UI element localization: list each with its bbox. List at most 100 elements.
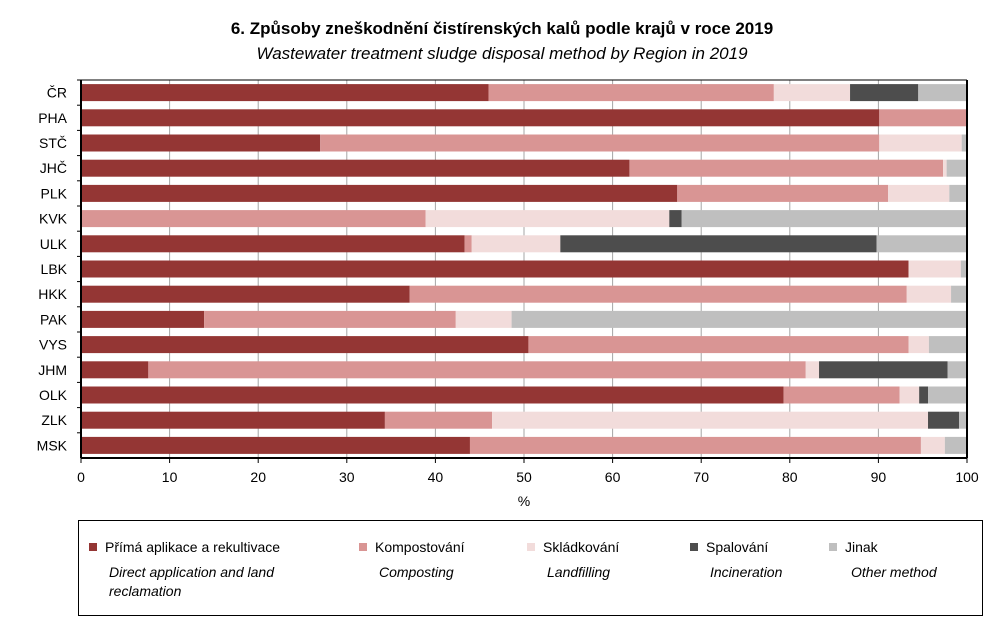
bar-MSK-0 bbox=[81, 436, 470, 454]
bar-VYS-1 bbox=[528, 336, 909, 354]
bar-ČR-2 bbox=[773, 84, 851, 102]
legend-swatch bbox=[359, 543, 367, 551]
legend-swatch bbox=[527, 543, 535, 551]
legend-swatch bbox=[690, 543, 698, 551]
y-tick-label: MSK bbox=[37, 437, 68, 453]
bar-ULK-4 bbox=[876, 235, 967, 253]
y-tick-label: ULK bbox=[40, 236, 68, 252]
x-tick-label: 70 bbox=[693, 469, 709, 485]
bar-PHA-0 bbox=[81, 109, 880, 127]
bar-JHČ-4 bbox=[946, 159, 967, 177]
y-tick-label: PAK bbox=[40, 311, 68, 327]
y-tick-label: ZLK bbox=[41, 412, 67, 428]
legend-item: Spalování bbox=[690, 539, 768, 555]
x-tick-label: 20 bbox=[250, 469, 266, 485]
bar-HKK-4 bbox=[951, 285, 967, 303]
bar-HKK-2 bbox=[906, 285, 952, 303]
bar-ZLK-0 bbox=[81, 411, 385, 429]
bar-OLK-0 bbox=[81, 386, 784, 404]
legend-label-en: Composting bbox=[379, 564, 454, 580]
legend-label: Skládkování bbox=[543, 539, 620, 555]
legend-item: Kompostování bbox=[359, 539, 465, 555]
bar-OLK-1 bbox=[783, 386, 900, 404]
x-tick-label: 0 bbox=[77, 469, 85, 485]
bar-MSK-4 bbox=[944, 436, 967, 454]
bar-PLK-2 bbox=[888, 184, 950, 202]
bar-ČR-3 bbox=[850, 84, 919, 102]
bar-ČR-4 bbox=[918, 84, 967, 102]
legend: Přímá aplikace a rekultivace Direct appli… bbox=[78, 520, 983, 616]
y-tick-label: OLK bbox=[39, 387, 68, 403]
bar-JHČ-2 bbox=[943, 159, 947, 177]
y-tick-label: JHM bbox=[38, 362, 67, 378]
legend-label: Spalování bbox=[706, 539, 769, 555]
bar-ČR-1 bbox=[488, 84, 774, 102]
bar-PAK-1 bbox=[204, 310, 456, 328]
legend-item: Jinak bbox=[829, 539, 878, 555]
bar-KVK-2 bbox=[425, 210, 670, 228]
bar-STČ-1 bbox=[320, 134, 880, 152]
legend-label: Kompostování bbox=[375, 539, 465, 555]
y-tick-label: PHA bbox=[38, 110, 67, 126]
legend-item: Přímá aplikace a rekultivace bbox=[89, 539, 280, 555]
bar-PAK-0 bbox=[81, 310, 205, 328]
bar-HKK-1 bbox=[409, 285, 907, 303]
bar-ULK-2 bbox=[471, 235, 561, 253]
bar-ZLK-1 bbox=[384, 411, 493, 429]
x-tick-label: 100 bbox=[955, 469, 979, 485]
bar-PHA-1 bbox=[879, 109, 967, 127]
bar-MSK-1 bbox=[469, 436, 921, 454]
bar-ZLK-2 bbox=[492, 411, 929, 429]
y-tick-label: LBK bbox=[41, 261, 68, 277]
bar-KVK-1 bbox=[81, 210, 426, 228]
x-tick-label: 30 bbox=[339, 469, 355, 485]
y-tick-label: PLK bbox=[41, 185, 68, 201]
legend-label-en: Incineration bbox=[710, 564, 783, 580]
bar-STČ-4 bbox=[961, 134, 967, 152]
bar-PAK-2 bbox=[455, 310, 512, 328]
bar-OLK-3 bbox=[919, 386, 929, 404]
bar-PAK-4 bbox=[511, 310, 967, 328]
y-tick-label: KVK bbox=[39, 211, 68, 227]
bar-STČ-0 bbox=[81, 134, 321, 152]
legend-label: Jinak bbox=[845, 539, 878, 555]
bar-JHČ-0 bbox=[81, 159, 630, 177]
legend-swatch bbox=[829, 543, 837, 551]
bar-VYS-0 bbox=[81, 336, 529, 354]
x-tick-label: 60 bbox=[605, 469, 621, 485]
bar-ULK-3 bbox=[560, 235, 877, 253]
bar-LBK-4 bbox=[960, 260, 967, 278]
x-tick-label: 90 bbox=[871, 469, 887, 485]
legend-swatch bbox=[89, 543, 97, 551]
legend-label-en: Direct application and land reclamation bbox=[109, 564, 274, 599]
bar-PLK-1 bbox=[677, 184, 889, 202]
plot-area: ČR PHA STČ JHČ PLK KVK ULK LBK HKK PAK VYS JHM OLK ZL… bbox=[37, 79, 979, 509]
bar-ČR-0 bbox=[81, 84, 489, 102]
chart-subtitle: Wastewater treatment sludge disposal met… bbox=[256, 44, 748, 63]
legend-item: Skládkování bbox=[527, 539, 619, 555]
bar-JHM-3 bbox=[819, 361, 948, 379]
bar-LBK-2 bbox=[908, 260, 961, 278]
bar-VYS-4 bbox=[928, 336, 967, 354]
bar-JHM-2 bbox=[805, 361, 820, 379]
bar-KVK-3 bbox=[669, 210, 682, 228]
bar-ULK-0 bbox=[81, 235, 465, 253]
y-tick-label: ČR bbox=[47, 85, 67, 101]
bar-PLK-4 bbox=[949, 184, 967, 202]
bar-ZLK-4 bbox=[959, 411, 967, 429]
y-tick-label: VYS bbox=[39, 337, 67, 353]
x-tick-label: 10 bbox=[162, 469, 178, 485]
x-tick-label: 50 bbox=[516, 469, 532, 485]
bar-ZLK-3 bbox=[928, 411, 960, 429]
y-tick-label: STČ bbox=[39, 135, 67, 151]
legend-label-en: Landfilling bbox=[547, 564, 611, 580]
x-axis-label: % bbox=[518, 493, 530, 509]
bar-LBK-0 bbox=[81, 260, 909, 278]
bar-JHM-4 bbox=[947, 361, 967, 379]
x-tick-label: 40 bbox=[428, 469, 444, 485]
chart-title: 6. Způsoby zneškodnění čistírenských kal… bbox=[230, 19, 774, 38]
bar-PLK-0 bbox=[81, 184, 678, 202]
bar-JHČ-1 bbox=[629, 159, 944, 177]
bar-STČ-2 bbox=[879, 134, 962, 152]
